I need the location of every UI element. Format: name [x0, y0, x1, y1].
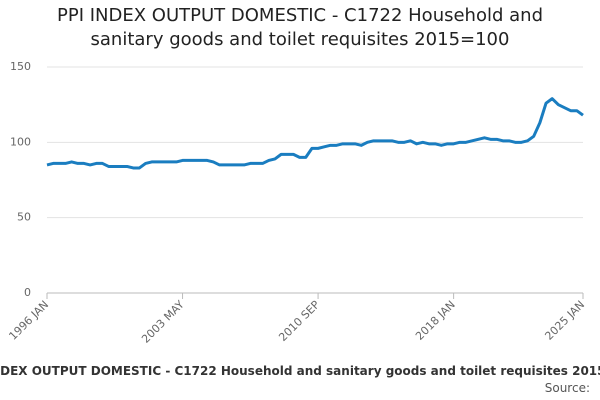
line	[46, 97, 584, 170]
source: Source:	[544, 381, 590, 395]
x-tick-label: 2010 SEP	[276, 298, 322, 344]
chart-title: PPI INDEX OUTPUT DOMESTIC - C1722 Househ…	[57, 5, 543, 50]
y-tick-label: 150	[10, 60, 31, 73]
legend-entry: PPI INDEX OUTPUT DOMESTIC - C1722 Househ…	[0, 364, 600, 378]
x-tick-label: 2018 JAN	[413, 298, 458, 343]
y-tick-label: 0	[24, 286, 31, 299]
x-tick-label: 2003 MAY	[139, 298, 187, 346]
x-tick-label: 1996 JAN	[6, 298, 51, 343]
y-tick-label: 50	[17, 211, 31, 224]
x-tick-label: 2025 JAN	[542, 298, 587, 343]
y-tick-label: 100	[10, 135, 31, 148]
